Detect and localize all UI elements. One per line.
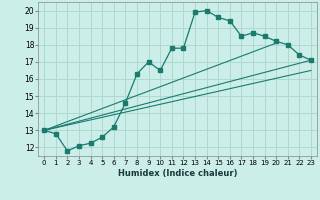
X-axis label: Humidex (Indice chaleur): Humidex (Indice chaleur) — [118, 169, 237, 178]
